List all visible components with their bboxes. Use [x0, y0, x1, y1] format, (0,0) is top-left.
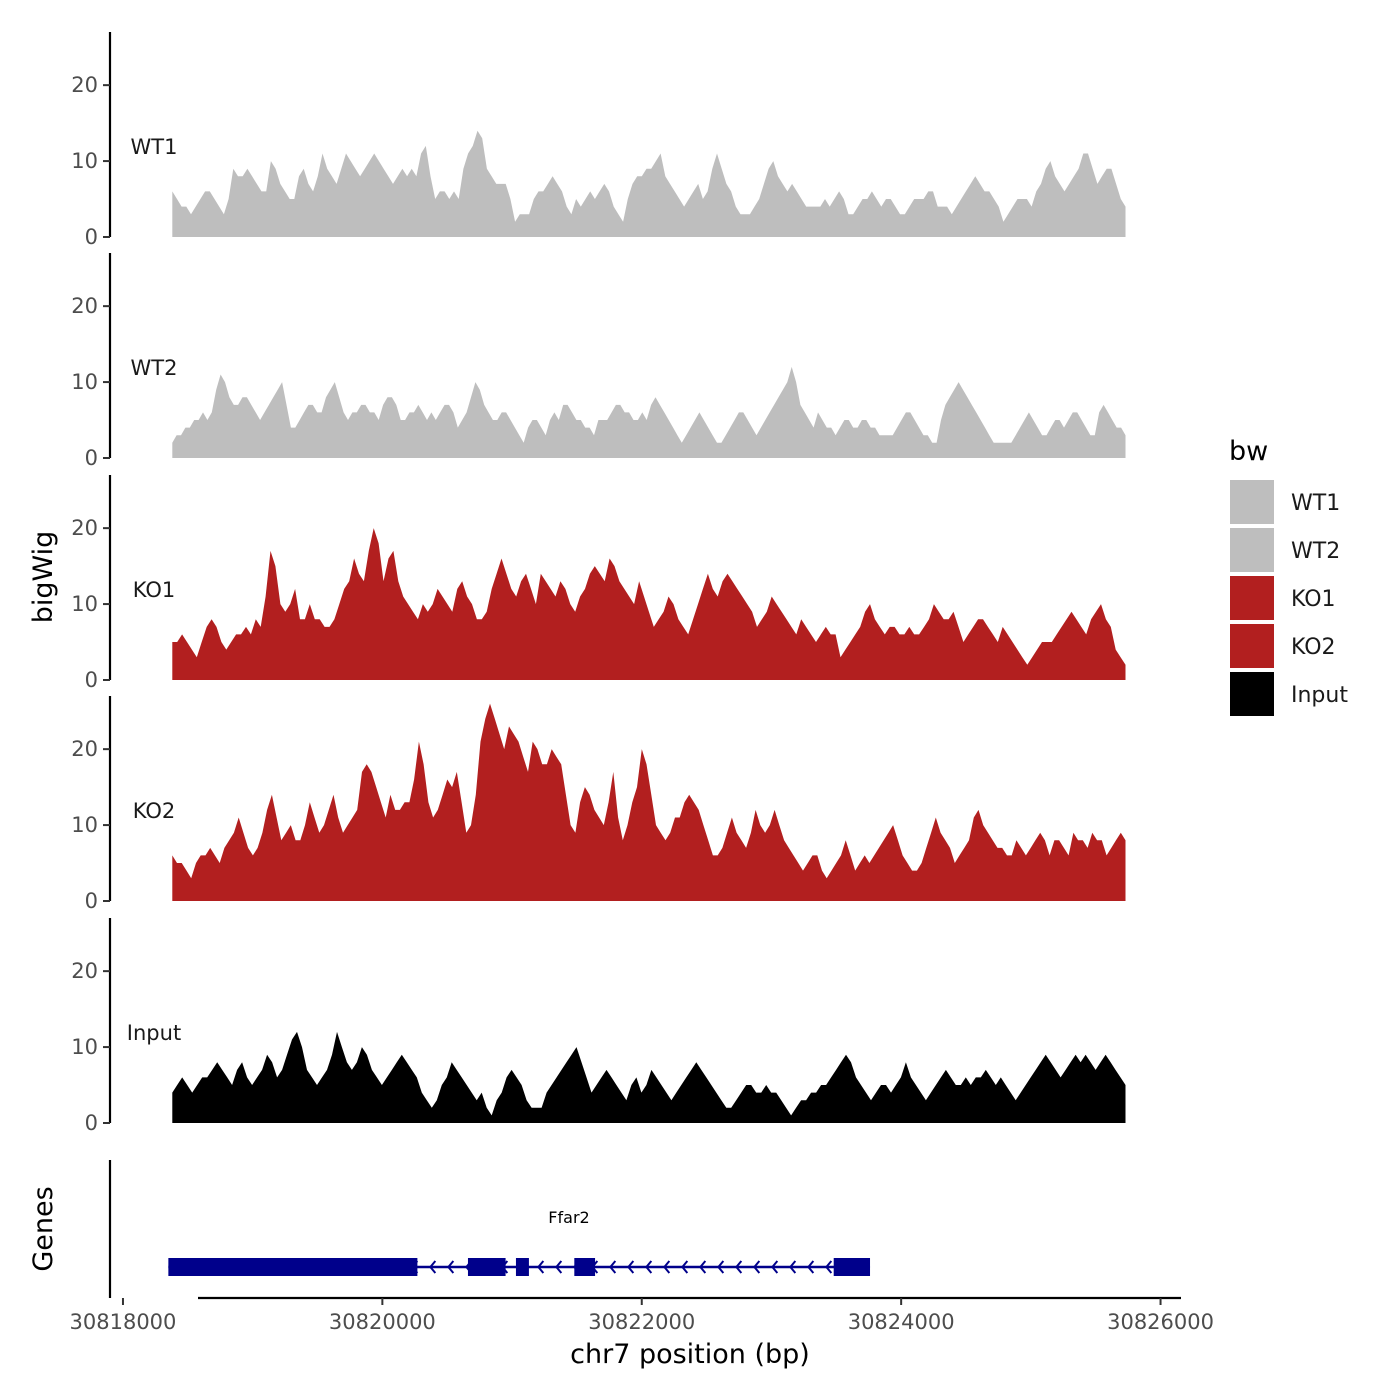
legend-swatch	[1230, 576, 1274, 620]
strand-arrow	[699, 1260, 707, 1274]
legend-entry-ko2: KO2	[1230, 624, 1336, 668]
strand-arrow	[537, 1260, 545, 1274]
genes-panel: Ffar2	[108, 1160, 871, 1298]
strand-arrow	[429, 1260, 437, 1274]
legend: bw WT1 WT2 KO1 KO2 Input	[1229, 436, 1348, 716]
y-tick-label: 10	[71, 1035, 98, 1059]
track-label-ko2: KO2	[133, 799, 176, 823]
x-axis: 30818000 30820000 30822000 30824000 30826000	[70, 1296, 1214, 1334]
legend-swatch	[1230, 624, 1274, 668]
x-tick-label: 30820000	[329, 1310, 436, 1334]
track-panel-ko2: 0 10 20 KO2	[71, 696, 1126, 913]
gene-exon	[574, 1258, 596, 1276]
genes-axis-title: Genes	[28, 1186, 59, 1271]
strand-arrow	[771, 1260, 779, 1274]
y-tick-label: 10	[71, 592, 98, 616]
y-tick-label: 10	[71, 370, 98, 394]
y-tick-label: 0	[85, 889, 98, 913]
strand-arrow	[447, 1260, 455, 1274]
track-panel-wt1: 0 10 20 WT1	[71, 32, 1126, 249]
strand-arrow	[753, 1260, 761, 1274]
track-panel-input: 0 10 20 Input	[71, 918, 1126, 1135]
strand-arrow	[645, 1260, 653, 1274]
legend-swatch	[1230, 672, 1274, 716]
strand-arrow	[789, 1260, 797, 1274]
y-tick-label: 0	[85, 668, 98, 692]
x-axis-title: chr7 position (bp)	[570, 1339, 810, 1370]
legend-swatch	[1230, 480, 1274, 524]
legend-entry-input: Input	[1230, 672, 1348, 716]
legend-entry-wt2: WT2	[1230, 528, 1340, 572]
legend-label: KO1	[1291, 587, 1336, 612]
gene-name-label: Ffar2	[548, 1208, 589, 1227]
legend-label: WT2	[1291, 539, 1340, 564]
strand-arrow	[627, 1260, 635, 1274]
y-tick-label: 20	[71, 73, 98, 97]
coverage-area-ko2	[172, 703, 1126, 901]
strand-arrow	[609, 1260, 617, 1274]
legend-swatch	[1230, 528, 1274, 572]
y-tick-label: 10	[71, 813, 98, 837]
legend-entry-wt1: WT1	[1230, 480, 1340, 524]
legend-label: WT1	[1291, 491, 1340, 516]
y-tick-label: 20	[71, 516, 98, 540]
y-axis-title: bigWig	[28, 531, 59, 624]
strand-arrow	[717, 1260, 725, 1274]
coverage-area-wt1	[172, 130, 1126, 237]
x-tick-label: 30822000	[588, 1310, 695, 1334]
gene-exon	[833, 1258, 871, 1276]
strand-arrow	[735, 1260, 743, 1274]
y-tick-label: 10	[71, 149, 98, 173]
track-label-wt1: WT1	[131, 135, 178, 159]
coverage-area-ko1	[172, 528, 1126, 680]
tracks-layer: 0 10 20 WT1 0 10 20 WT2 0 10 20 KO1 0 10 20 KO2 0 10 20 Inp…	[71, 32, 1126, 1135]
track-panel-ko1: 0 10 20 KO1	[71, 475, 1126, 692]
gene-exon	[168, 1258, 418, 1276]
track-label-wt2: WT2	[131, 356, 178, 380]
legend-label: KO2	[1291, 635, 1336, 660]
strand-arrow	[663, 1260, 671, 1274]
coverage-area-input	[172, 1031, 1126, 1123]
legend-entry-ko1: KO1	[1230, 576, 1336, 620]
strand-arrow	[555, 1260, 563, 1274]
track-label-input: Input	[127, 1021, 181, 1045]
strand-arrow	[825, 1260, 833, 1274]
y-tick-label: 20	[71, 737, 98, 761]
x-tick-label: 30826000	[1107, 1310, 1214, 1334]
y-tick-label: 0	[85, 225, 98, 249]
gene-exon	[515, 1258, 529, 1276]
gene-exon	[467, 1258, 506, 1276]
y-tick-label: 20	[71, 959, 98, 983]
legend-label: Input	[1291, 683, 1348, 708]
track-panel-wt2: 0 10 20 WT2	[71, 253, 1126, 470]
legend-title: bw	[1229, 436, 1268, 467]
y-tick-label: 0	[85, 446, 98, 470]
strand-arrow	[681, 1260, 689, 1274]
x-tick-label: 30824000	[848, 1310, 955, 1334]
strand-arrow	[807, 1260, 815, 1274]
y-tick-label: 0	[85, 1111, 98, 1135]
coverage-area-wt2	[172, 366, 1126, 458]
x-tick-label: 30818000	[70, 1310, 177, 1334]
legend-entries: WT1 WT2 KO1 KO2 Input	[1230, 480, 1348, 716]
track-label-ko1: KO1	[133, 578, 176, 602]
y-tick-label: 20	[71, 294, 98, 318]
